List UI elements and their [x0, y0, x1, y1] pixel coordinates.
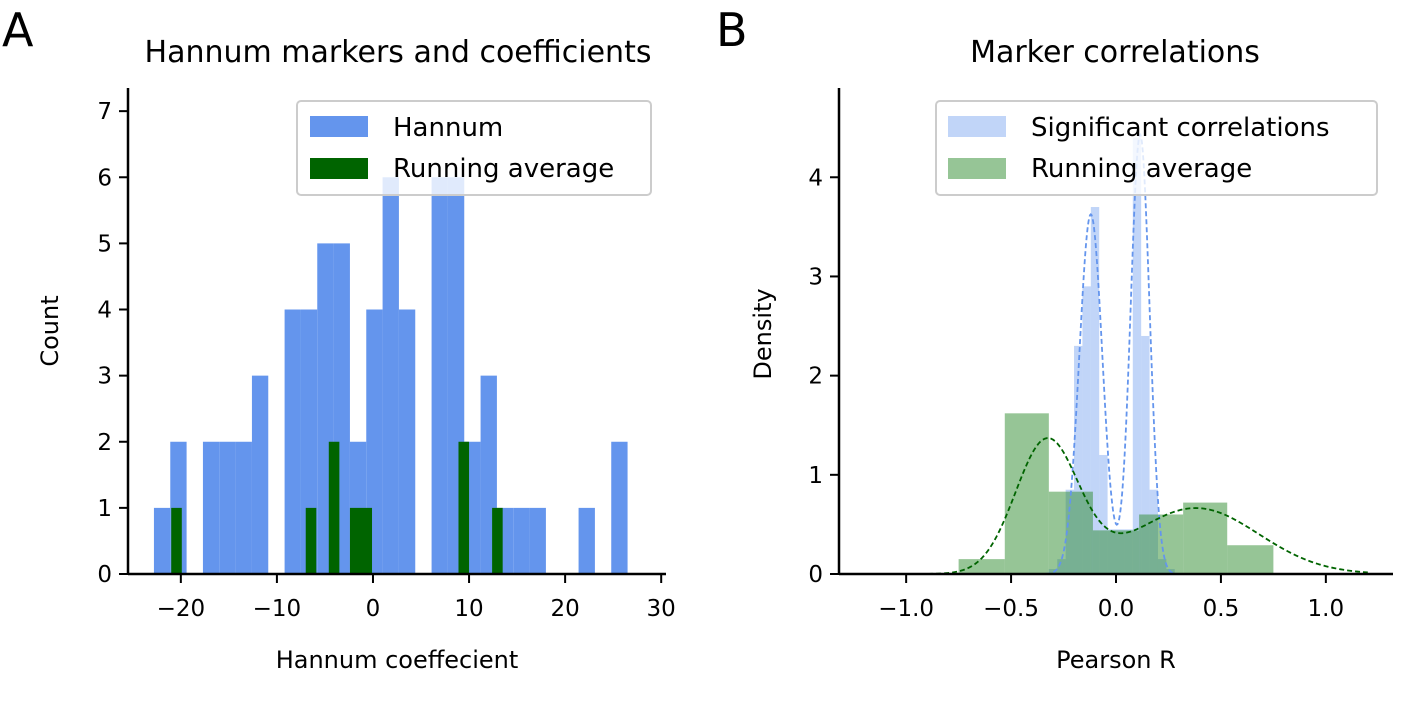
hannum-bar: [382, 177, 399, 574]
panel-b-legend: Significant correlations Running average: [935, 100, 1378, 196]
hannum-bar: [284, 309, 301, 574]
y-tick-label: 1: [808, 463, 823, 489]
panel-b-legend-label-significant: Significant correlations: [1031, 113, 1330, 143]
hannum-bar: [431, 177, 448, 574]
hannum-bar: [578, 507, 595, 574]
significant-correlation-bar: [1090, 207, 1100, 575]
significant-correlation-bar: [1074, 345, 1083, 574]
running-average-bar: [958, 559, 1005, 574]
panel-a-x-ticks: −20 −10 0 10 20 30: [157, 574, 676, 622]
panel-a-legend: Hannum Running average: [296, 100, 652, 196]
y-tick-label: 2: [808, 364, 823, 390]
panel-b: B Marker correlations −1.0 −0.5 0.0 0.5 1.0 …: [716, 3, 1393, 674]
running-average-bar: [1004, 413, 1049, 574]
x-tick-label: −10: [253, 596, 302, 622]
x-tick-label: −1.0: [878, 596, 934, 622]
panel-a-legend-swatch-hannum: [310, 116, 368, 137]
running-average-bar: [305, 507, 317, 574]
y-tick-label: 1: [97, 496, 112, 522]
significant-correlation-bar: [1099, 454, 1108, 574]
running-average-bar: [492, 507, 503, 574]
panel-b-y-label: Density: [749, 288, 777, 379]
y-tick-label: 2: [97, 430, 112, 456]
running-average-bar: [1048, 491, 1093, 574]
panel-a-x-label: Hannum coeffecient: [276, 646, 519, 674]
x-tick-label: 0.0: [1098, 596, 1135, 622]
running-average-bar: [349, 507, 373, 574]
hannum-bar: [219, 441, 236, 574]
panel-a-title: Hannum markers and coefficients: [145, 35, 652, 70]
running-average-bar: [1092, 530, 1140, 574]
panel-a-legend-frame: [296, 100, 652, 196]
panel-a-legend-label-hannum: Hannum: [393, 113, 503, 143]
x-tick-label: 10: [454, 596, 483, 622]
running-average-bar: [328, 441, 340, 574]
panel-b-legend-label-running: Running average: [1031, 154, 1252, 184]
x-tick-label: 30: [647, 596, 676, 622]
running-average-bar: [458, 441, 470, 574]
running-average-bar: [1139, 514, 1184, 574]
panel-b-y-ticks: 0 1 2 3 4: [808, 165, 839, 588]
running-average-bar: [1227, 545, 1274, 574]
hannum-bar: [251, 375, 269, 574]
y-tick-label: 5: [97, 231, 112, 257]
y-tick-label: 6: [97, 165, 112, 191]
panel-a: A Hannum markers and coefficients −20 −10…: [2, 3, 676, 674]
y-tick-label: 0: [808, 562, 823, 588]
panel-b-x-ticks: −1.0 −0.5 0.0 0.5 1.0: [878, 574, 1344, 622]
panel-b-x-label: Pearson R: [1056, 646, 1176, 674]
panel-b-plot-area: [864, 133, 1368, 575]
panel-b-legend-frame: [935, 100, 1378, 196]
y-tick-label: 3: [97, 364, 112, 390]
hannum-bar: [202, 441, 220, 574]
panel-b-title: Marker correlations: [970, 35, 1260, 70]
x-tick-label: 20: [550, 596, 579, 622]
significant-correlation-bar: [1132, 137, 1142, 574]
y-tick-label: 4: [808, 165, 823, 191]
hannum-bar: [153, 507, 171, 574]
panel-a-y-ticks: 0 1 2 3 4 5 6 7: [97, 99, 128, 588]
panel-a-plot-area: [153, 177, 628, 574]
x-tick-label: −0.5: [983, 596, 1039, 622]
panel-a-y-label: Count: [36, 295, 64, 366]
hannum-bar: [513, 507, 530, 574]
x-tick-label: 0: [366, 596, 381, 622]
x-tick-label: 1.0: [1308, 596, 1345, 622]
y-tick-label: 3: [808, 264, 823, 290]
panel-b-letter: B: [716, 3, 748, 57]
hannum-bar: [529, 507, 546, 574]
running-average-bar: [171, 507, 182, 574]
hannum-bar: [235, 441, 252, 574]
panel-a-legend-label-running: Running average: [393, 154, 614, 184]
significant-correlation-bar: [1141, 335, 1150, 574]
hannum-bar: [398, 309, 416, 574]
panel-b-legend-swatch-significant: [948, 116, 1006, 137]
hannum-bar: [611, 441, 628, 574]
panel-a-letter: A: [2, 3, 34, 57]
x-tick-label: 0.5: [1203, 596, 1240, 622]
x-tick-label: −20: [157, 596, 206, 622]
y-tick-label: 0: [97, 562, 112, 588]
y-tick-label: 4: [97, 298, 112, 324]
running-average-bar: [1183, 502, 1228, 574]
y-tick-label: 7: [97, 99, 112, 125]
significant-correlation-bar: [1082, 286, 1091, 574]
panel-a-legend-swatch-running: [310, 158, 368, 179]
panel-b-legend-swatch-running: [948, 158, 1006, 179]
